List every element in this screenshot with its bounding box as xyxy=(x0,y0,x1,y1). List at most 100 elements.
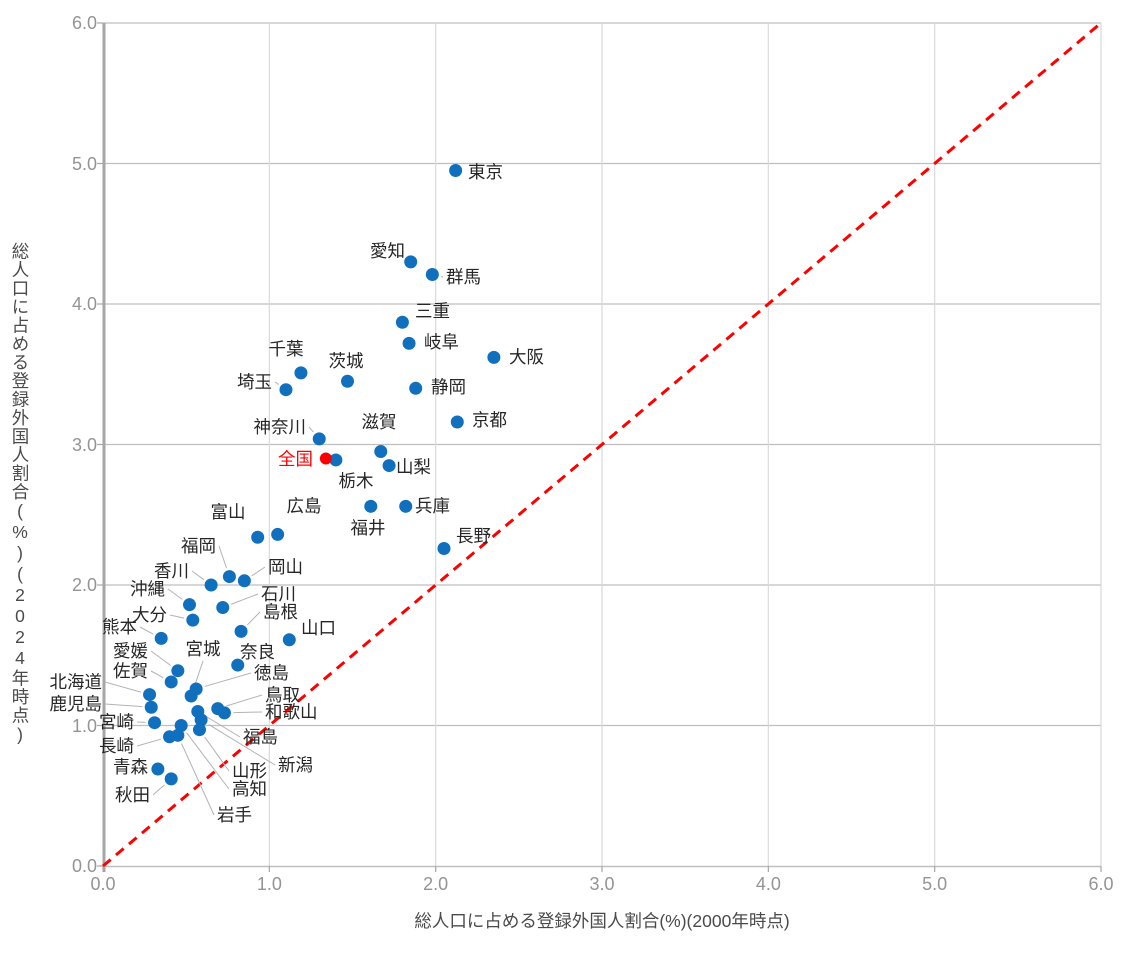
prefecture-data-point xyxy=(216,600,230,614)
data-point-label: 静岡 xyxy=(431,377,466,397)
data-point-label: 鳥取 xyxy=(265,685,300,705)
x-axis-tick-label: 2.0 xyxy=(423,874,449,894)
data-point-label: 福井 xyxy=(351,518,386,538)
x-axis-tick-label: 3.0 xyxy=(589,874,615,894)
prefecture-data-point xyxy=(404,255,418,269)
prefecture-data-point xyxy=(251,530,265,544)
x-axis-tick-label: 4.0 xyxy=(755,874,781,894)
prefecture-data-point xyxy=(151,762,165,776)
diagonal-reference-line xyxy=(102,21,1102,868)
prefecture-data-point xyxy=(487,350,501,364)
x-axis-title: 総人口に占める登録外国人割合(%)(2000年時点) xyxy=(414,911,790,931)
data-point-label: 岐阜 xyxy=(424,332,459,352)
x-axis-tick-label: 0.0 xyxy=(90,874,116,894)
data-point-label: 宮城 xyxy=(186,639,221,659)
data-point-label: 三重 xyxy=(415,301,450,321)
data-point-label: 福岡 xyxy=(181,536,216,556)
data-point-label: 岡山 xyxy=(268,557,303,577)
data-point-label: 大分 xyxy=(132,605,167,625)
label-leader-line xyxy=(230,593,259,605)
data-point-label: 北海道 xyxy=(50,672,103,692)
data-point-label: 沖縄 xyxy=(130,579,165,599)
data-point-label: 青森 xyxy=(113,757,148,777)
prefecture-data-point xyxy=(144,700,158,714)
data-point-label: 広島 xyxy=(287,496,322,516)
prefecture-data-point xyxy=(164,675,178,689)
data-point-label: 栃木 xyxy=(339,471,374,491)
prefecture-data-point xyxy=(437,541,451,555)
label-leader-line xyxy=(251,566,266,577)
prefecture-data-point xyxy=(189,682,203,696)
label-leader-line xyxy=(150,670,164,679)
label-leader-line xyxy=(167,588,183,600)
data-point-label: 福島 xyxy=(243,727,278,747)
data-point-label: 京都 xyxy=(472,410,507,430)
data-point-label: 山口 xyxy=(301,618,336,638)
data-point-label: 愛媛 xyxy=(113,641,148,661)
label-leader-line xyxy=(308,426,314,433)
prefecture-data-point xyxy=(382,459,396,473)
national-data-point xyxy=(319,452,332,465)
data-point-label: 石川 xyxy=(261,584,296,604)
data-point-label: 高知 xyxy=(232,779,267,799)
data-point-label: 山形 xyxy=(232,761,267,781)
label-leader-line xyxy=(204,672,252,687)
data-point-label: 茨城 xyxy=(329,351,364,371)
y-axis-tick-label: 4.0 xyxy=(71,294,97,314)
data-point-label: 山梨 xyxy=(396,457,431,477)
prefecture-data-point xyxy=(192,723,206,737)
prefecture-data-point xyxy=(374,445,388,459)
label-leader-line xyxy=(104,681,142,693)
prefecture-data-point xyxy=(425,267,439,281)
data-point-label: 長崎 xyxy=(99,736,134,756)
data-point-label: 大阪 xyxy=(509,347,544,367)
prefecture-data-point xyxy=(171,728,185,742)
data-point-label: 兵庫 xyxy=(415,496,450,516)
x-axis-tick-label: 1.0 xyxy=(256,874,282,894)
prefecture-data-point xyxy=(164,772,178,786)
label-leader-line xyxy=(191,570,205,581)
label-leader-line xyxy=(186,732,230,790)
label-leader-line xyxy=(246,611,261,626)
prefecture-data-point xyxy=(402,336,416,350)
data-point-label: 愛知 xyxy=(370,241,405,261)
data-point-label: 長野 xyxy=(456,526,491,546)
data-point-label: 島根 xyxy=(263,602,298,622)
prefecture-data-point xyxy=(271,527,285,541)
data-point-label: 千葉 xyxy=(269,339,304,359)
label-leader-line xyxy=(205,715,241,738)
label-leader-line xyxy=(218,545,227,569)
y-axis-title: 総人口に占める登録外国人割合(%)(2024年時点) xyxy=(10,242,30,746)
label-leader-line xyxy=(208,724,276,766)
data-point-label: 群馬 xyxy=(446,267,481,287)
y-axis-tick-label: 6.0 xyxy=(71,13,97,33)
data-point-label: 埼玉 xyxy=(237,372,272,392)
data-point-label: 宮崎 xyxy=(99,712,134,732)
data-point-label: 熊本 xyxy=(102,617,137,637)
prefecture-data-point xyxy=(294,366,308,380)
data-point-label: 鹿児島 xyxy=(50,694,103,714)
prefecture-data-point xyxy=(186,613,200,627)
data-point-label: 奈良 xyxy=(240,642,275,662)
x-axis-tick-label: 6.0 xyxy=(1088,874,1114,894)
prefecture-data-point xyxy=(395,315,409,329)
y-axis-tick-label: 3.0 xyxy=(71,434,97,455)
data-point-label: 岩手 xyxy=(217,805,252,825)
label-leader-line xyxy=(169,614,185,619)
prefecture-data-point xyxy=(341,374,355,388)
label-leader-line xyxy=(152,784,165,796)
prefecture-data-point xyxy=(279,383,293,397)
prefecture-data-point xyxy=(312,432,326,446)
prefecture-data-point xyxy=(231,658,245,672)
data-point-label: 滋賀 xyxy=(362,412,397,432)
prefecture-data-point xyxy=(217,706,231,720)
data-point-label: 全国 xyxy=(278,449,313,469)
prefecture-data-point xyxy=(222,570,236,584)
prefecture-data-point xyxy=(174,719,188,732)
y-axis-tick-label: 2.0 xyxy=(71,575,97,595)
data-point-label: 東京 xyxy=(468,162,503,182)
x-axis-tick-label: 5.0 xyxy=(922,874,948,894)
label-leader-line xyxy=(104,703,143,708)
